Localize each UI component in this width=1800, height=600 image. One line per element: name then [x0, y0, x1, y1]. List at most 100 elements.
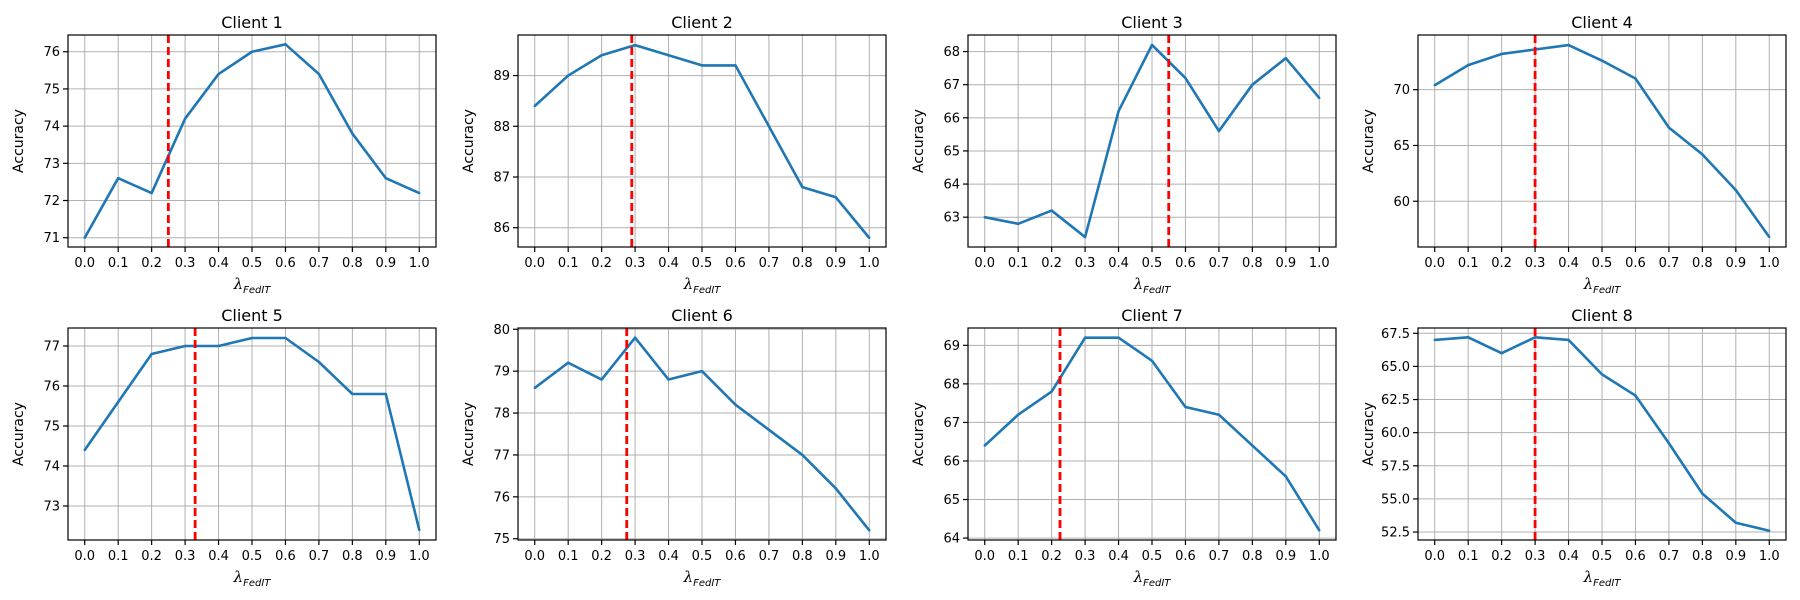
client-4-x-tick-label: 0.1: [1458, 256, 1479, 271]
client-3-y-tick-label: 67: [943, 78, 960, 93]
client-4-point: [1768, 235, 1771, 239]
client-7-y-tick-label: 67: [943, 416, 960, 431]
client-3-x-tick-label: 0.8: [1242, 256, 1263, 271]
client-8-x-tick-label: 0.3: [1525, 549, 1546, 564]
client-7-x-tick-label: 0.0: [974, 549, 995, 564]
client-5-x-axis-label: λFedIT: [233, 568, 272, 589]
client-8-x-tick-label: 0.0: [1424, 549, 1445, 564]
client-2-point: [566, 74, 570, 77]
client-3-point: [1117, 109, 1120, 113]
client-2-point: [667, 54, 670, 57]
client-8-point: [1634, 394, 1637, 397]
client-2-y-tick-label: 86: [493, 221, 510, 236]
client-7-x-tick-label: 0.1: [1008, 549, 1029, 564]
client-2-point: [868, 236, 871, 240]
client-2-point: [700, 64, 704, 67]
client-1-y-tick-label: 72: [43, 194, 60, 209]
client-3-y-axis-label: Accuracy: [911, 109, 927, 173]
client-5-x-tick-label: 0.1: [108, 549, 129, 564]
client-8-panel: 0.0 0.1 0.2 0.3 0.4 0.5 0.6 0.7 0.8 0.9 1.0 52.5 55.…: [1361, 306, 1787, 589]
client-1-point: [418, 191, 421, 195]
client-4-y-tick-label: 65: [1393, 139, 1410, 154]
client-4-x-tick-label: 0.3: [1525, 256, 1546, 271]
client-3-point: [1150, 43, 1154, 47]
client-7-y-tick-label: 65: [943, 493, 960, 508]
client-4-x-tick-label: 0.2: [1491, 256, 1512, 271]
client-5-x-tick-label: 0.9: [375, 549, 396, 564]
client-2-point: [533, 104, 536, 108]
client-8-x-tick-label: 0.6: [1625, 549, 1646, 564]
client-5-y-tick-label: 74: [43, 460, 60, 475]
client-6-point: [734, 403, 737, 406]
client-1-x-tick-label: 0.7: [309, 256, 330, 271]
client-2-point: [801, 185, 804, 189]
client-2-point: [633, 43, 637, 47]
client-7-y-tick-label: 68: [943, 377, 960, 392]
client-6-x-tick-label: 0.5: [692, 549, 713, 564]
client-7-x-tick-label: 0.8: [1242, 549, 1263, 564]
client-3-y-tick-label: 65: [943, 144, 960, 159]
client-7-point: [983, 444, 986, 447]
client-3-x-tick-label: 0.4: [1108, 256, 1129, 271]
client-7-y-tick-label: 69: [943, 339, 960, 354]
client-6-y-tick-label: 79: [493, 365, 510, 380]
client-5-y-tick-label: 73: [43, 500, 60, 515]
client-5-x-tick-label: 0.7: [309, 549, 330, 564]
client-3-point: [983, 215, 986, 219]
client-5-point: [150, 352, 153, 356]
client-2-y-tick-label: 88: [493, 120, 510, 135]
client-3-point: [1318, 96, 1321, 100]
client-1-y-axis-label: Accuracy: [11, 109, 27, 173]
client-6-x-tick-label: 0.0: [524, 549, 545, 564]
client-4-point: [1634, 77, 1637, 80]
client-5-point: [418, 528, 421, 532]
client-5-point: [116, 400, 120, 404]
client-5-y-tick-label: 76: [43, 380, 60, 395]
client-8-y-tick-label: 65.0: [1381, 360, 1410, 375]
client-5-x-tick-label: 0.0: [74, 549, 95, 564]
client-8-x-tick-label: 0.7: [1659, 549, 1680, 564]
client-1-x-tick-label: 0.0: [74, 256, 95, 271]
client-4-x-tick-label: 0.7: [1659, 256, 1680, 271]
client-5-x-tick-label: 0.8: [342, 549, 363, 564]
client-6-point: [533, 386, 536, 390]
client-1-point: [83, 236, 86, 239]
client-4-title: Client 4: [1571, 13, 1633, 32]
client-7-x-tick-label: 0.4: [1108, 549, 1129, 564]
client-5-point: [250, 336, 254, 340]
client-8-point: [1466, 336, 1470, 339]
client-1-point: [317, 72, 321, 76]
client-1-y-tick-label: 76: [43, 45, 60, 60]
client-2-x-tick-label: 0.6: [725, 256, 746, 271]
client-2-point: [734, 64, 737, 67]
client-6-point: [566, 361, 570, 364]
client-1-y-tick-label: 74: [43, 120, 60, 135]
client-5-x-tick-label: 0.4: [208, 549, 229, 564]
client-1-panel: 0.0 0.1 0.2 0.3 0.4 0.5 0.6 0.7 0.8 0.9 1.0 71 72 73 7…: [11, 13, 437, 296]
client-4-x-tick-label: 0.0: [1424, 256, 1445, 271]
client-8-point: [1701, 492, 1704, 495]
client-7-point: [1217, 413, 1221, 416]
client-1-point: [150, 191, 153, 195]
client-6-y-tick-label: 76: [493, 490, 510, 505]
client-5-point: [183, 344, 187, 348]
client-4-point: [1466, 63, 1470, 67]
client-1-point: [284, 43, 287, 46]
client-5-point: [217, 344, 220, 348]
client-4-point: [1701, 153, 1704, 156]
client-7-y-tick-label: 64: [943, 532, 960, 547]
client-8-x-tick-label: 0.8: [1692, 549, 1713, 564]
client-1-point: [116, 176, 120, 180]
client-5-point: [351, 392, 354, 396]
client-8-point: [1600, 373, 1604, 376]
client-2-point: [834, 196, 838, 199]
client-8-y-tick-label: 57.5: [1381, 459, 1410, 474]
client-2-x-tick-label: 0.5: [692, 256, 713, 271]
client-1-y-tick-label: 73: [43, 157, 60, 172]
client-4-x-tick-label: 0.4: [1558, 256, 1579, 271]
client-3-point: [1251, 83, 1254, 86]
client-3-x-tick-label: 0.3: [1075, 256, 1096, 271]
client-7-point: [1184, 405, 1187, 409]
client-4-point: [1734, 188, 1738, 192]
